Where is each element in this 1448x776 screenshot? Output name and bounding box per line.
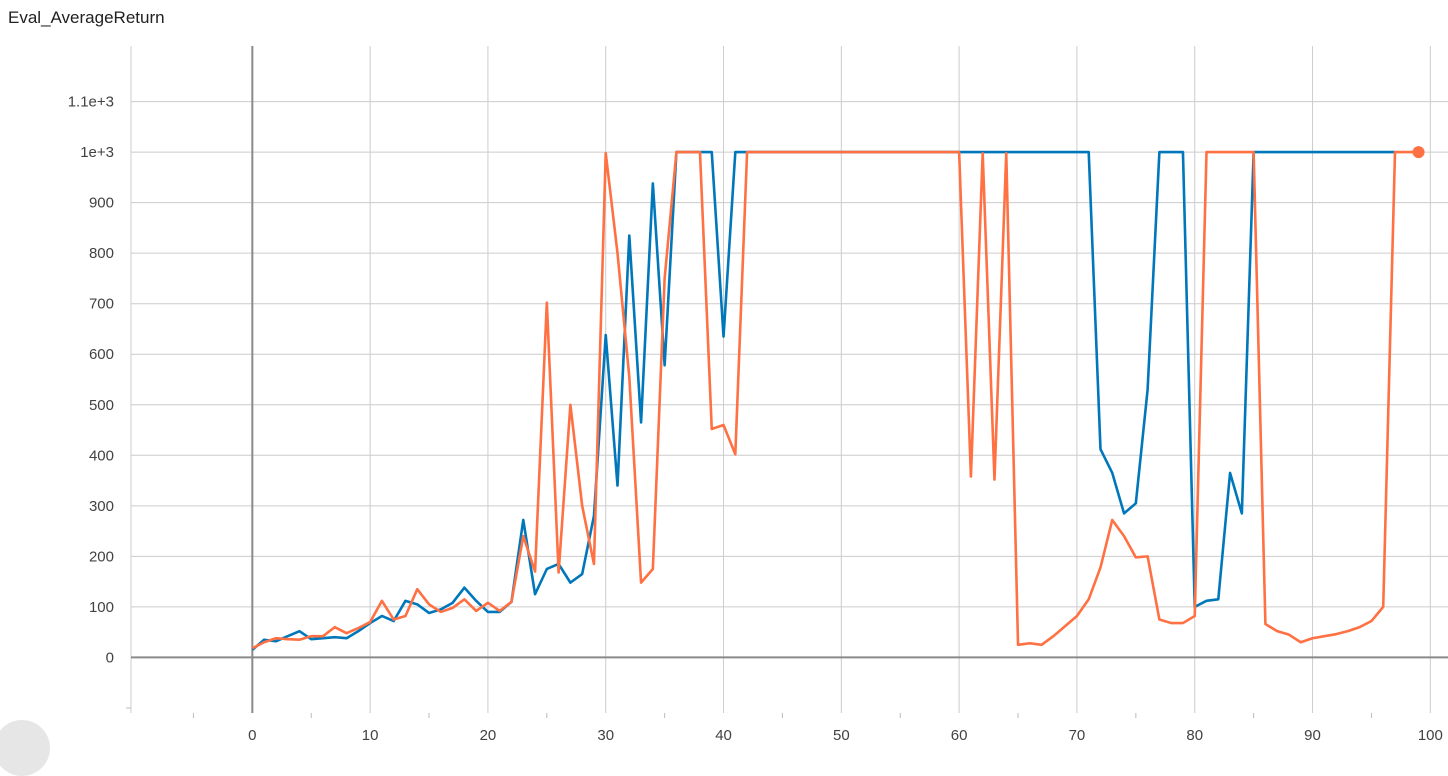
line-chart: 0 10 20 30 40 50 60 70 80 90 100 0 100 200 300 400 500 60… xyxy=(68,46,1448,744)
x-tick-label: 80 xyxy=(1186,727,1203,744)
y-tick-label: 300 xyxy=(89,498,114,515)
series-layer xyxy=(251,146,1425,651)
y-tick-label: 1.1e+3 xyxy=(68,94,114,111)
x-tick-label: 90 xyxy=(1304,727,1321,744)
axis-layer xyxy=(131,46,1448,713)
series-line-1 xyxy=(251,150,1395,651)
x-tick-label: 20 xyxy=(480,727,497,744)
y-tick-label: 0 xyxy=(106,649,114,666)
x-tick-label: 30 xyxy=(597,727,614,744)
chart-title: Eval_AverageReturn xyxy=(8,8,165,27)
y-tick-label: 200 xyxy=(89,548,114,565)
x-tick-label: 60 xyxy=(951,727,968,744)
corner-circle-button[interactable] xyxy=(0,720,50,776)
y-tick-label: 100 xyxy=(89,599,114,616)
series-end-marker xyxy=(1412,146,1425,159)
x-tick-label: 100 xyxy=(1418,727,1443,744)
series-line-2 xyxy=(251,150,1419,650)
y-tick-label: 500 xyxy=(89,397,114,414)
x-tick-label: 10 xyxy=(362,727,379,744)
y-tick-label: 800 xyxy=(89,245,114,262)
y-tick-label: 700 xyxy=(89,296,114,313)
y-tick-label: 1e+3 xyxy=(80,144,114,161)
y-tick-label: 900 xyxy=(89,195,114,212)
grid-layer xyxy=(126,46,1448,718)
y-tick-label: 400 xyxy=(89,447,114,464)
x-tick-label: 70 xyxy=(1069,727,1086,744)
x-tick-label: 0 xyxy=(248,727,256,744)
x-tick-label: 50 xyxy=(833,727,850,744)
tick-label-layer: 0 10 20 30 40 50 60 70 80 90 100 0 100 200 300 400 500 60… xyxy=(68,94,1443,744)
x-tick-label: 40 xyxy=(715,727,732,744)
y-tick-label: 600 xyxy=(89,346,114,363)
